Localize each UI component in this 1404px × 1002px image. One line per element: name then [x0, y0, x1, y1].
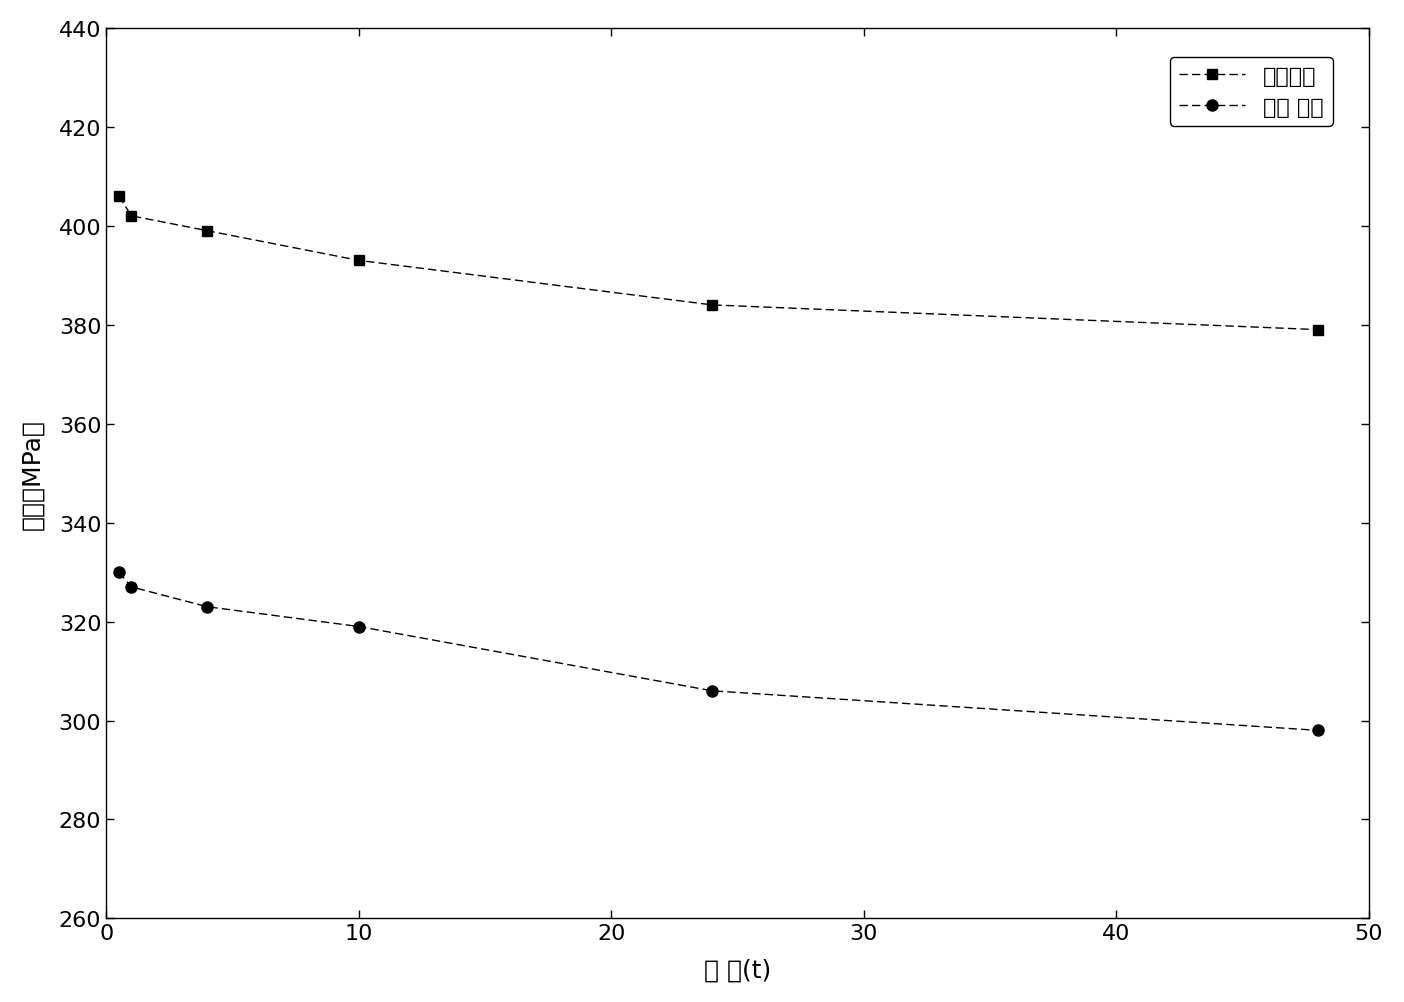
抗拉强度 — [703, 300, 720, 312]
抗拉强度 — [124, 210, 140, 222]
Legend: 抗拉强度, 屈服 强度: 抗拉强度, 屈服 强度 — [1170, 58, 1332, 126]
屈服 强度 — [199, 601, 216, 613]
Y-axis label: 强度（MPa）: 强度（MPa） — [21, 418, 45, 529]
抗拉强度 — [351, 256, 368, 268]
Line: 屈服 强度: 屈服 强度 — [114, 567, 1324, 736]
抗拉强度 — [1310, 325, 1327, 337]
抗拉强度 — [111, 190, 128, 202]
屈服 强度 — [351, 621, 368, 633]
屈服 强度 — [124, 581, 140, 593]
X-axis label: 时 间(t): 时 间(t) — [703, 957, 771, 981]
Line: 抗拉强度: 抗拉强度 — [114, 192, 1323, 335]
抗拉强度 — [199, 225, 216, 237]
屈服 强度 — [1310, 724, 1327, 736]
屈服 强度 — [703, 685, 720, 697]
屈服 强度 — [111, 566, 128, 578]
